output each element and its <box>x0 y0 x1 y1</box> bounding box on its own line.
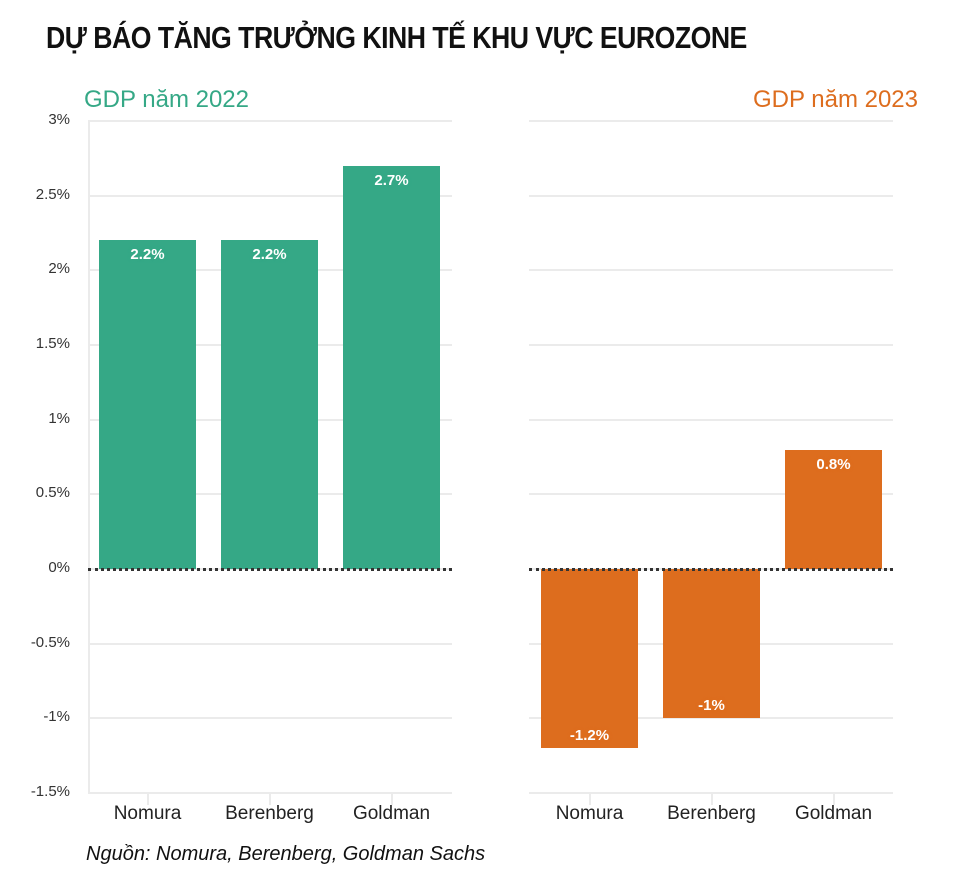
gridline <box>88 120 452 122</box>
x-label-goldman: Goldman <box>352 803 431 824</box>
y-tick-label: 1.5% <box>35 335 70 352</box>
x-label-nomura: Nomura <box>555 803 624 824</box>
y-tick-label: 1% <box>48 409 70 427</box>
panel-title-2022: GDP năm 2022 <box>84 86 249 113</box>
x-label-berenberg: Berenberg <box>667 803 756 824</box>
x-tick <box>390 793 393 805</box>
gridline <box>529 194 893 197</box>
bar-value-label: 0.8% <box>816 455 851 473</box>
bar-goldman: 0.8% <box>785 449 882 569</box>
bar-berenberg: -1% <box>663 569 760 719</box>
x-label-berenberg: Berenberg <box>225 803 314 824</box>
x-tick <box>832 793 835 805</box>
bar-value-label: -1.2% <box>569 727 610 745</box>
y-tick-label: 2.5% <box>35 185 70 203</box>
bar-nomura: -1.2% <box>541 569 638 749</box>
x-tick <box>710 793 713 805</box>
chart-title: DỰ BÁO TĂNG TRƯỞNG KINH TẾ KHU VỰC EUROZ… <box>46 20 747 55</box>
bar-berenberg: 2.2% <box>221 240 318 569</box>
gridline <box>529 717 893 720</box>
bar-value-label: 2.2% <box>130 246 165 264</box>
gridline <box>529 418 893 421</box>
bar-value-label: 2.7% <box>374 171 409 189</box>
x-label-goldman: Goldman <box>794 803 873 824</box>
y-tick-label: -1.5% <box>30 783 70 800</box>
y-tick-label: -1% <box>43 708 70 726</box>
y-tick-label: -0.5% <box>30 633 70 651</box>
zero-line <box>529 568 893 571</box>
panel-title-2023: GDP năm 2023 <box>753 86 918 113</box>
source-note: Nguồn: Nomura, Berenberg, Goldman Sachs <box>86 843 486 865</box>
gridline <box>529 269 893 272</box>
zero-line <box>88 568 452 571</box>
bar-nomura: 2.2% <box>99 240 196 569</box>
bar-value-label: -1% <box>698 697 725 715</box>
bar-value-label: 2.2% <box>252 246 287 264</box>
x-label-nomura: Nomura <box>113 803 182 824</box>
x-tick <box>588 793 591 805</box>
bar-goldman: 2.7% <box>343 165 440 569</box>
gridline <box>88 642 452 645</box>
y-tick-label: 3% <box>48 111 70 128</box>
gridline <box>529 344 893 346</box>
x-tick <box>146 793 149 805</box>
y-tick-label: 0.5% <box>35 484 70 502</box>
x-tick <box>268 793 271 805</box>
gridline <box>529 493 893 496</box>
gridline <box>529 120 893 122</box>
gridline <box>88 717 452 720</box>
y-tick-label: 2% <box>48 260 70 278</box>
gridline <box>88 194 452 197</box>
y-tick-label: 0% <box>48 559 70 576</box>
y-axis-line <box>88 121 90 793</box>
